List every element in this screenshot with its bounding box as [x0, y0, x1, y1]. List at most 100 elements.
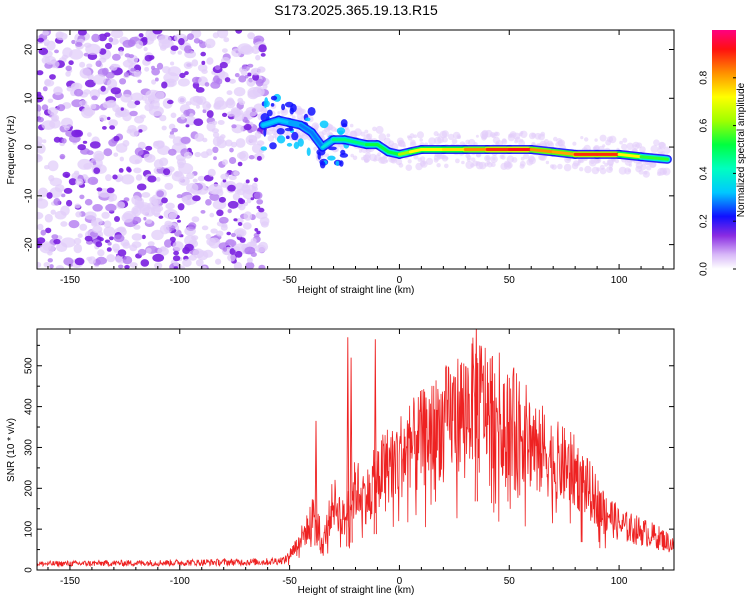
ridge-halo-blob: [296, 113, 304, 120]
noise-blob: [145, 247, 152, 254]
snr-x-tick-label: -50: [282, 576, 297, 587]
ridge-halo-blob: [584, 165, 592, 174]
noise-blob: [226, 231, 231, 236]
ridge-halo-blob: [596, 167, 601, 172]
noise-blob: [44, 79, 55, 87]
ridge-halo-blob: [579, 167, 584, 172]
noise-blob: [219, 61, 228, 69]
noise-blob: [91, 217, 103, 227]
ridge-halo-blob: [632, 141, 640, 150]
noise-blob: [200, 210, 206, 214]
noise-blob: [71, 39, 76, 45]
ridge-halo-blob: [410, 139, 416, 146]
noise-blob: [206, 237, 216, 246]
noise-blob: [37, 154, 42, 160]
noise-blob: [250, 197, 255, 201]
noise-blob: [119, 78, 127, 85]
noise-blob: [40, 229, 47, 236]
ridge-halo-blob: [528, 155, 535, 163]
noise-blob: [245, 106, 258, 117]
noise-blob: [124, 265, 130, 269]
noise-blob: [230, 232, 236, 238]
noise-blob: [234, 73, 240, 78]
noise-blob: [61, 193, 66, 198]
noise-blob: [200, 51, 206, 57]
noise-blob: [239, 237, 246, 243]
noise-blob: [110, 30, 124, 39]
noise-blob: [218, 196, 226, 203]
colorbar-ticks: 0.0 0.2 0.4 0.6 0.8: [699, 70, 736, 276]
noise-blob: [201, 69, 208, 74]
noise-blob: [83, 89, 91, 95]
noise-blob: [108, 119, 118, 127]
spectrogram-y-tick-label: 10: [24, 92, 35, 104]
noise-blob: [225, 99, 236, 109]
noise-blob: [118, 168, 124, 173]
noise-blob: [108, 196, 114, 202]
noise-blob: [133, 167, 142, 174]
ridge-halo-blob: [451, 138, 458, 145]
ridge-halo-blob: [391, 142, 399, 151]
noise-blob: [161, 125, 167, 131]
ridge-halo-blob: [619, 140, 623, 145]
snr-x-tick-label: 0: [397, 576, 403, 587]
ridge-halo-blob: [325, 153, 330, 158]
ridge-fragment: [293, 141, 300, 150]
noise-blob: [86, 63, 93, 68]
noise-blob: [197, 175, 206, 182]
noise-blob: [247, 72, 252, 77]
noise-blob: [143, 216, 147, 221]
noise-blob: [159, 44, 167, 51]
noise-blob: [216, 230, 224, 237]
noise-blob: [186, 183, 199, 193]
noise-blob: [144, 66, 150, 72]
ridge-fragment: [341, 123, 348, 128]
noise-blob: [63, 126, 70, 131]
noise-blob: [122, 59, 134, 68]
noise-blob: [86, 256, 93, 261]
colorbar-tick-label: 0.4: [699, 166, 710, 180]
noise-blob: [253, 177, 259, 183]
noise-blob: [183, 61, 193, 69]
ridge-halo-blob: [439, 130, 447, 139]
snr-series-line: [37, 337, 674, 568]
noise-blob: [62, 171, 71, 178]
noise-blob: [73, 237, 82, 245]
ridge-halo-blob: [465, 161, 474, 169]
noise-blob: [220, 134, 226, 139]
colorbar-tick-label: 0.0: [699, 262, 710, 276]
ridge-halo-blob: [277, 111, 281, 115]
noise-blob: [201, 60, 206, 65]
noise-blob: [214, 96, 225, 108]
ridge-halo-blob: [407, 159, 412, 164]
spectrogram-x-tick-label: 100: [611, 275, 628, 286]
noise-blob: [243, 211, 253, 221]
ridge-halo-blob: [461, 160, 465, 165]
ridge-fragment: [276, 135, 286, 144]
ridge-halo-blob: [590, 159, 595, 165]
noise-blob: [220, 173, 229, 180]
noise-blob: [99, 48, 107, 55]
noise-blob: [233, 261, 242, 269]
noise-blob: [184, 45, 192, 54]
ridge-halo-blob: [659, 167, 667, 175]
noise-blob: [54, 210, 67, 220]
noise-blob: [97, 249, 105, 257]
noise-blob: [201, 266, 207, 269]
noise-blob: [164, 182, 174, 190]
noise-blob: [260, 221, 269, 228]
noise-blob: [224, 77, 231, 83]
ridge-halo-blob: [500, 162, 508, 170]
ridge-halo-blob: [519, 160, 526, 167]
noise-blob: [105, 203, 117, 212]
noise-blob: [84, 198, 93, 206]
noise-blob: [195, 259, 204, 267]
ridge-halo-blob: [495, 131, 500, 137]
ridge-halo-blob: [548, 142, 555, 148]
noise-blob: [185, 124, 190, 128]
noise-blob: [251, 108, 256, 112]
noise-blob: [200, 151, 209, 159]
noise-blob: [103, 148, 113, 157]
ridge-halo-blob: [626, 142, 634, 150]
